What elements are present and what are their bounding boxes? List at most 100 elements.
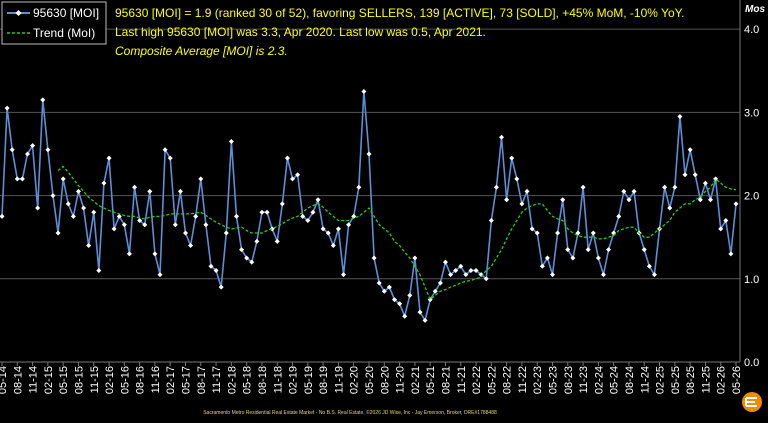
data-point bbox=[585, 247, 591, 253]
data-point bbox=[391, 297, 397, 303]
data-point bbox=[427, 297, 433, 303]
legend: 95630 [MOI] Trend (MoI) bbox=[1, 1, 107, 45]
data-point bbox=[718, 226, 724, 232]
x-tick-label: 05-15 bbox=[58, 366, 70, 394]
data-point bbox=[55, 230, 61, 236]
data-point bbox=[244, 255, 250, 261]
x-tick-label: 05-23 bbox=[548, 366, 560, 394]
data-point bbox=[667, 205, 673, 211]
data-point bbox=[499, 134, 505, 140]
data-point bbox=[407, 292, 413, 298]
data-point bbox=[539, 263, 545, 269]
x-tick-label: 02-25 bbox=[655, 366, 667, 394]
y-tick-label: 4.0 bbox=[744, 24, 759, 36]
x-tick-label: 11-23 bbox=[578, 366, 590, 393]
data-point bbox=[9, 147, 15, 153]
x-tick-label: 11-25 bbox=[700, 366, 712, 393]
data-point bbox=[183, 230, 188, 236]
data-point bbox=[111, 226, 117, 232]
x-tick-label: 05-20 bbox=[364, 366, 376, 394]
data-point bbox=[290, 176, 296, 182]
data-point bbox=[524, 188, 530, 194]
x-tick-label: 11-16 bbox=[150, 366, 162, 393]
x-tick-label: 11-17 bbox=[211, 366, 223, 393]
data-point bbox=[631, 188, 637, 194]
data-point bbox=[341, 272, 347, 278]
data-point bbox=[473, 267, 479, 273]
data-point bbox=[412, 255, 418, 261]
x-tick-label: 02-23 bbox=[532, 366, 544, 394]
y-tick-label: 3.0 bbox=[744, 107, 759, 119]
data-point bbox=[325, 230, 331, 236]
data-point bbox=[386, 284, 392, 290]
x-tick-label: 08-19 bbox=[318, 366, 330, 394]
data-point bbox=[600, 272, 606, 278]
data-point bbox=[96, 267, 102, 273]
data-point bbox=[50, 193, 56, 199]
data-point bbox=[269, 226, 275, 232]
data-point bbox=[560, 197, 566, 203]
data-point bbox=[239, 247, 245, 253]
y-tick-labels: 0.0 1.0 2.0 3.0 4.0 bbox=[744, 24, 759, 369]
x-tick-label: 08-15 bbox=[73, 366, 85, 394]
x-tick-label: 11-21 bbox=[456, 366, 468, 393]
data-point bbox=[330, 242, 336, 248]
x-tick-label: 11-20 bbox=[395, 366, 407, 393]
data-point bbox=[544, 255, 550, 261]
data-point bbox=[310, 209, 316, 215]
x-tick-label: 05-17 bbox=[181, 366, 193, 394]
x-tick-label: 05-16 bbox=[119, 366, 131, 394]
legend-marker bbox=[15, 10, 22, 16]
data-point bbox=[483, 276, 489, 282]
x-tick-label: 08-23 bbox=[563, 366, 575, 394]
x-tick-label: 02-15 bbox=[43, 366, 55, 394]
data-point bbox=[672, 184, 678, 190]
data-point bbox=[432, 288, 438, 294]
data-point bbox=[555, 230, 561, 236]
data-point bbox=[264, 209, 270, 215]
data-point bbox=[254, 238, 260, 244]
x-tick-labels: 05-14 08-14 11-14 02-15 05-15 08-15 11-15 02-16… bbox=[0, 366, 743, 394]
data-point bbox=[488, 218, 494, 224]
data-point bbox=[463, 272, 469, 278]
data-point bbox=[493, 184, 499, 190]
x-tick-label: 08-14 bbox=[12, 366, 24, 394]
data-point bbox=[147, 188, 153, 194]
data-point bbox=[315, 197, 321, 203]
data-point bbox=[132, 184, 138, 190]
x-tick-label: 05-26 bbox=[731, 366, 743, 394]
x-tick-label: 05-25 bbox=[670, 366, 682, 394]
data-point bbox=[137, 218, 143, 224]
data-point bbox=[203, 222, 209, 228]
data-point bbox=[580, 184, 586, 190]
annotation: Composite Average [MOI] is 2.3. bbox=[115, 44, 288, 58]
x-tick-label: 02-18 bbox=[226, 366, 238, 394]
data-point bbox=[397, 301, 403, 307]
data-point bbox=[335, 226, 341, 232]
data-point bbox=[677, 114, 683, 120]
x-tick-label: 02-26 bbox=[716, 366, 728, 394]
data-point bbox=[188, 242, 194, 248]
data-point bbox=[40, 97, 46, 103]
data-point bbox=[682, 172, 688, 178]
data-point bbox=[366, 151, 372, 157]
x-tick-label: 08-22 bbox=[502, 366, 514, 394]
data-point bbox=[295, 172, 301, 178]
x-tick-label: 11-15 bbox=[89, 366, 101, 393]
data-point bbox=[30, 143, 36, 149]
x-tick-label: 11-19 bbox=[333, 366, 345, 393]
x-tick-label: 05-14 bbox=[0, 366, 9, 394]
data-point bbox=[284, 155, 290, 161]
data-point bbox=[19, 176, 25, 182]
data-point bbox=[417, 309, 423, 315]
data-point bbox=[142, 222, 148, 228]
data-point bbox=[218, 284, 224, 290]
x-tick-label: 05-22 bbox=[486, 366, 498, 394]
data-point bbox=[662, 184, 668, 190]
data-point bbox=[116, 213, 122, 219]
data-point bbox=[274, 238, 280, 244]
data-point bbox=[616, 213, 622, 219]
y-tick-label: 0.0 bbox=[744, 357, 759, 369]
data-point bbox=[233, 213, 239, 219]
